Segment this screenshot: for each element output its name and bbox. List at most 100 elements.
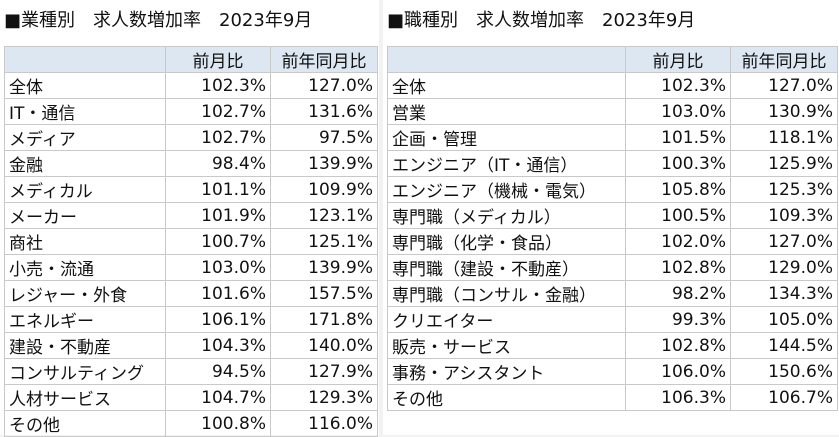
- header-month-over-month: 前月比: [165, 46, 271, 73]
- year-over-year-cell: 130.9%: [730, 98, 838, 125]
- year-over-year-cell: 125.1%: [270, 228, 378, 255]
- table-row: その他 100.8% 116.0%: [4, 410, 378, 437]
- table-row: 専門職（メディカル） 100.5% 109.3%: [387, 202, 838, 229]
- job-type-table-title: ■職種別 求人数増加率 2023年9月: [387, 10, 696, 31]
- row-label: コンサルティング: [4, 358, 166, 385]
- year-over-year-cell: 106.7%: [730, 384, 838, 411]
- year-over-year-cell: 109.3%: [730, 202, 838, 229]
- row-label: IT・通信: [4, 98, 166, 125]
- month-over-month-cell: 102.3%: [625, 72, 731, 99]
- row-label: メディカル: [4, 176, 166, 203]
- month-over-month-cell: 102.8%: [625, 332, 731, 359]
- row-label: エンジニア（IT・通信）: [387, 150, 626, 177]
- month-over-month-cell: 101.5%: [625, 124, 731, 151]
- year-over-year-cell: 127.9%: [270, 358, 378, 385]
- month-over-month-cell: 100.8%: [165, 410, 271, 437]
- month-over-month-cell: 99.3%: [625, 306, 731, 333]
- year-over-year-cell: 150.6%: [730, 358, 838, 385]
- month-over-month-cell: 104.3%: [165, 332, 271, 359]
- month-over-month-cell: 105.8%: [625, 176, 731, 203]
- year-over-year-cell: 118.1%: [730, 124, 838, 151]
- row-label: メディア: [4, 124, 166, 151]
- row-label: エンジニア（機械・電気）: [387, 176, 626, 203]
- row-label: 営業: [387, 98, 626, 125]
- header-category: [4, 46, 166, 73]
- table-row: エンジニア（機械・電気） 105.8% 125.3%: [387, 176, 838, 203]
- year-over-year-cell: 129.0%: [730, 254, 838, 281]
- year-over-year-cell: 171.8%: [270, 306, 378, 333]
- industry-panel: ■業種別 求人数増加率 2023年9月 前月比 前年同月比 全体 102.3% 12…: [0, 0, 379, 437]
- year-over-year-cell: 139.9%: [270, 254, 378, 281]
- row-label: 販売・サービス: [387, 332, 626, 359]
- row-label: エネルギー: [4, 306, 166, 333]
- month-over-month-cell: 101.9%: [165, 202, 271, 229]
- month-over-month-cell: 102.3%: [165, 72, 271, 99]
- row-label: クリエイター: [387, 306, 626, 333]
- month-over-month-cell: 101.6%: [165, 280, 271, 307]
- row-label: その他: [387, 384, 626, 411]
- month-over-month-cell: 102.7%: [165, 98, 271, 125]
- table-row: 建設・不動産 104.3% 140.0%: [4, 332, 378, 359]
- table-row: メディア 102.7% 97.5%: [4, 124, 378, 151]
- row-label: レジャー・外食: [4, 280, 166, 307]
- table-row: 販売・サービス 102.8% 144.5%: [387, 332, 838, 359]
- table-header-row: 前月比 前年同月比: [387, 46, 838, 73]
- year-over-year-cell: 97.5%: [270, 124, 378, 151]
- industry-table-title: ■業種別 求人数増加率 2023年9月: [4, 10, 313, 31]
- industry-growth-table: 前月比 前年同月比 全体 102.3% 127.0% IT・通信 102.7% 131.6…: [4, 46, 378, 437]
- row-label: 小売・流通: [4, 254, 166, 281]
- table-row: 小売・流通 103.0% 139.9%: [4, 254, 378, 281]
- month-over-month-cell: 106.3%: [625, 384, 731, 411]
- table-row: 企画・管理 101.5% 118.1%: [387, 124, 838, 151]
- row-label: 人材サービス: [4, 384, 166, 411]
- year-over-year-cell: 144.5%: [730, 332, 838, 359]
- table-row: 事務・アシスタント 106.0% 150.6%: [387, 358, 838, 385]
- year-over-year-cell: 129.3%: [270, 384, 378, 411]
- year-over-year-cell: 109.9%: [270, 176, 378, 203]
- table-row: 専門職（コンサル・金融） 98.2% 134.3%: [387, 280, 838, 307]
- year-over-year-cell: 131.6%: [270, 98, 378, 125]
- job-type-growth-table: 前月比 前年同月比 全体 102.3% 127.0% 営業 103.0% 130.9% 企画…: [387, 46, 838, 411]
- header-year-over-year: 前年同月比: [730, 46, 838, 73]
- year-over-year-cell: 105.0%: [730, 306, 838, 333]
- row-label: 専門職（コンサル・金融）: [387, 280, 626, 307]
- month-over-month-cell: 102.8%: [625, 254, 731, 281]
- table-row: メーカー 101.9% 123.1%: [4, 202, 378, 229]
- table-row: 人材サービス 104.7% 129.3%: [4, 384, 378, 411]
- month-over-month-cell: 98.4%: [165, 150, 271, 177]
- month-over-month-cell: 94.5%: [165, 358, 271, 385]
- month-over-month-cell: 103.0%: [625, 98, 731, 125]
- month-over-month-cell: 98.2%: [625, 280, 731, 307]
- row-label: 企画・管理: [387, 124, 626, 151]
- year-over-year-cell: 127.0%: [730, 228, 838, 255]
- year-over-year-cell: 134.3%: [730, 280, 838, 307]
- table-header-row: 前月比 前年同月比: [4, 46, 378, 73]
- month-over-month-cell: 103.0%: [165, 254, 271, 281]
- table-row: エンジニア（IT・通信） 100.3% 125.9%: [387, 150, 838, 177]
- table-row: 全体 102.3% 127.0%: [387, 72, 838, 99]
- table-row: 営業 103.0% 130.9%: [387, 98, 838, 125]
- month-over-month-cell: 106.1%: [165, 306, 271, 333]
- month-over-month-cell: 104.7%: [165, 384, 271, 411]
- table-row: クリエイター 99.3% 105.0%: [387, 306, 838, 333]
- table-row: 商社 100.7% 125.1%: [4, 228, 378, 255]
- month-over-month-cell: 101.1%: [165, 176, 271, 203]
- year-over-year-cell: 125.9%: [730, 150, 838, 177]
- row-label: 全体: [387, 72, 626, 99]
- year-over-year-cell: 116.0%: [270, 410, 378, 437]
- job-type-panel: ■職種別 求人数増加率 2023年9月 前月比 前年同月比 全体 102.3% 12…: [383, 0, 839, 435]
- month-over-month-cell: 102.7%: [165, 124, 271, 151]
- row-label: 全体: [4, 72, 166, 99]
- month-over-month-cell: 100.3%: [625, 150, 731, 177]
- year-over-year-cell: 125.3%: [730, 176, 838, 203]
- month-over-month-cell: 102.0%: [625, 228, 731, 255]
- year-over-year-cell: 140.0%: [270, 332, 378, 359]
- year-over-year-cell: 157.5%: [270, 280, 378, 307]
- month-over-month-cell: 100.7%: [165, 228, 271, 255]
- table-row: その他 106.3% 106.7%: [387, 384, 838, 411]
- month-over-month-cell: 106.0%: [625, 358, 731, 385]
- row-label: 専門職（化学・食品）: [387, 228, 626, 255]
- year-over-year-cell: 139.9%: [270, 150, 378, 177]
- year-over-year-cell: 123.1%: [270, 202, 378, 229]
- row-label: 専門職（メディカル）: [387, 202, 626, 229]
